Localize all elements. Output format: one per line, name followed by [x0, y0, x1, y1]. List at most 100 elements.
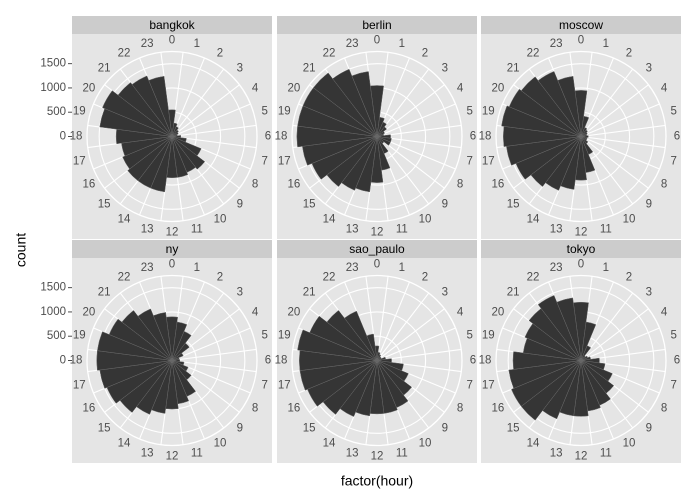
hour-label: 12: [371, 451, 384, 463]
hour-label: 20: [287, 307, 300, 319]
hour-label: 2: [422, 271, 428, 283]
hour-label: 22: [527, 47, 540, 59]
hour-label: 4: [457, 307, 464, 319]
radial-gridline: [580, 103, 660, 138]
hour-label: 7: [467, 155, 473, 167]
strip-label-moscow: moscow: [559, 18, 603, 32]
hour-label: 8: [252, 403, 258, 415]
radial-gridline: [376, 308, 445, 361]
bar-moscow-hour-23: [557, 76, 582, 137]
hour-label: 10: [214, 438, 227, 450]
hour-label: 15: [98, 422, 111, 434]
hour-label: 6: [674, 131, 680, 143]
bar-moscow-hour-4: [580, 132, 588, 137]
hour-label: 2: [626, 271, 632, 283]
strip-label-ny: ny: [166, 242, 179, 256]
y-tick-label: 1500: [40, 58, 66, 70]
bar-moscow-hour-20: [508, 88, 582, 137]
bar-bangkok-hour-16: [122, 136, 173, 170]
hour-label: 2: [217, 271, 223, 283]
hour-label: 1: [194, 262, 200, 274]
hour-label: 6: [470, 355, 476, 367]
hour-label: 23: [550, 38, 563, 50]
radial-gridline: [376, 124, 462, 138]
hour-label: 5: [671, 106, 677, 118]
hour-label: 11: [396, 447, 408, 459]
hour-label: 13: [550, 447, 563, 459]
radial-gridline: [376, 281, 411, 361]
hour-label: 10: [214, 214, 227, 226]
bar-moscow-hour-19: [501, 105, 582, 137]
hour-label: 18: [275, 131, 288, 143]
hour-label: 16: [82, 179, 95, 191]
hour-label: 0: [578, 259, 584, 271]
hour-label: 5: [467, 106, 473, 118]
radial-gridline: [580, 327, 660, 362]
radial-gridline: [171, 57, 206, 137]
hour-label: 5: [467, 330, 473, 342]
radial-gridline: [171, 359, 257, 373]
grid-circle: [98, 63, 246, 210]
hour-label: 15: [507, 198, 520, 210]
bar-ny-hour-21: [121, 310, 173, 361]
hour-label: 11: [191, 223, 203, 235]
hour-label: 2: [626, 47, 632, 59]
hour-label: 12: [371, 227, 384, 239]
hour-label: 9: [237, 422, 243, 434]
bar-ny-hour-2: [171, 331, 192, 361]
hour-label: 16: [491, 403, 504, 415]
hour-label: 14: [323, 438, 336, 450]
y-tick-label: 500: [47, 330, 66, 342]
hour-label: 8: [457, 403, 463, 415]
hour-label: 20: [287, 83, 300, 95]
y-tick-label: 500: [47, 106, 66, 118]
hour-label: 14: [527, 438, 540, 450]
hour-label: 21: [303, 63, 316, 75]
hour-label: 1: [603, 38, 609, 50]
bar-bangkok-hour-20: [102, 90, 173, 137]
hour-label: 21: [303, 287, 316, 299]
bar-ny-hour-20: [108, 318, 173, 361]
hour-label: 20: [491, 83, 504, 95]
hour-label: 1: [603, 262, 609, 274]
hour-label: 23: [141, 38, 154, 50]
hour-label: 18: [479, 131, 492, 143]
hour-label: 23: [141, 262, 154, 274]
hour-label: 0: [169, 259, 175, 271]
hour-label: 22: [118, 271, 131, 283]
y-tick-label: 1000: [40, 306, 66, 318]
hour-label: 9: [442, 198, 448, 210]
hour-label: 18: [70, 355, 83, 367]
bar-ny-hour-3: [171, 342, 190, 361]
hour-label: 8: [661, 403, 667, 415]
hour-label: 12: [575, 227, 588, 239]
hour-label: 23: [550, 262, 563, 274]
bar-ny-hour-19: [97, 331, 173, 361]
hour-label: 5: [262, 330, 268, 342]
hour-label: 15: [303, 422, 316, 434]
bar-ny-hour-4: [171, 352, 184, 361]
radial-gridline: [580, 135, 660, 170]
radial-gridline: [171, 103, 251, 138]
bar-sao-paulo-hour-23: [366, 333, 378, 361]
x-axis-title: factor(hour): [341, 473, 413, 489]
bar-moscow-hour-21: [520, 76, 582, 137]
hour-label: 7: [467, 379, 473, 391]
hour-label: 1: [399, 262, 405, 274]
hour-label: 12: [166, 227, 179, 239]
hour-label: 4: [661, 83, 668, 95]
grid-circle-outer: [86, 50, 258, 223]
bar-bangkok-hour-23: [148, 76, 173, 137]
hour-label: 19: [482, 330, 495, 342]
grid-circle-outer: [291, 50, 463, 223]
bar-tokyo-hour-23: [556, 297, 582, 361]
radial-gridline: [171, 327, 251, 362]
radial-gridline: [171, 348, 257, 362]
strip-bangkok: [72, 16, 272, 34]
strip-label-sao-paulo: sao_paulo: [349, 242, 405, 256]
hour-label: 14: [527, 214, 540, 226]
bar-berlin-hour-21: [313, 72, 378, 137]
hour-label: 18: [479, 355, 492, 367]
hour-label: 6: [470, 131, 476, 143]
hour-label: 12: [575, 451, 588, 463]
